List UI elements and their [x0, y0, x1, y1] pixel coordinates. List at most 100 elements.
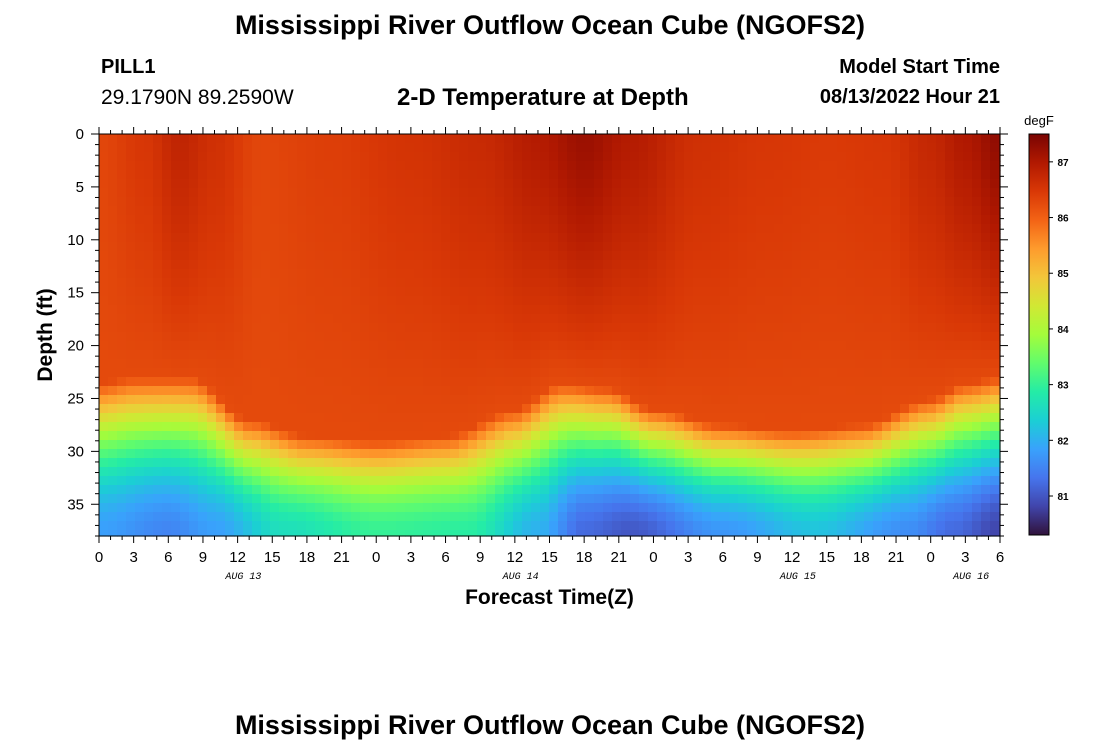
heatmap-cell: [387, 143, 397, 153]
heatmap-cell: [171, 404, 181, 414]
heatmap-cell: [423, 170, 433, 180]
x-tick-label: 0: [649, 549, 657, 566]
heatmap-cell: [693, 215, 703, 225]
heatmap-cell: [648, 512, 658, 522]
heatmap-cell: [261, 143, 271, 153]
heatmap-cell: [873, 287, 883, 297]
heatmap-cell: [117, 377, 127, 387]
heatmap-cell: [630, 251, 640, 261]
station-id: PILL1: [101, 56, 156, 78]
heatmap-cell: [189, 188, 199, 198]
heatmap-cell: [981, 215, 991, 225]
heatmap-cell: [810, 170, 820, 180]
heatmap-cell: [288, 503, 298, 513]
heatmap-cell: [666, 431, 676, 441]
heatmap-cell: [891, 494, 901, 504]
heatmap-cell: [855, 305, 865, 315]
heatmap-cell: [756, 350, 766, 360]
heatmap-cell: [513, 467, 523, 477]
heatmap-cell: [504, 422, 514, 432]
heatmap-cell: [693, 278, 703, 288]
heatmap-cell: [684, 152, 694, 162]
heatmap-cell: [306, 359, 316, 369]
heatmap-cell: [414, 224, 424, 234]
heatmap-cell: [711, 476, 721, 486]
heatmap-cell: [144, 242, 154, 252]
chart-title: Mississippi River Outflow Ocean Cube (NG…: [234, 10, 866, 40]
heatmap-cell: [324, 287, 334, 297]
heatmap-cell: [144, 287, 154, 297]
heatmap-cell: [324, 359, 334, 369]
heatmap-cell: [954, 521, 964, 531]
x-tick-label: 0: [372, 549, 380, 566]
heatmap-cell: [387, 485, 397, 495]
heatmap-cell: [567, 350, 577, 360]
heatmap-cell: [495, 413, 505, 423]
heatmap-cell: [171, 287, 181, 297]
heatmap-cell: [837, 440, 847, 450]
heatmap-cell: [540, 530, 550, 537]
heatmap-cell: [234, 296, 244, 306]
heatmap-cell: [639, 521, 649, 531]
heatmap-cell: [639, 377, 649, 387]
heatmap-cell: [396, 305, 406, 315]
heatmap-cell: [252, 404, 262, 414]
heatmap-cell: [828, 287, 838, 297]
heatmap-cell: [693, 341, 703, 351]
heatmap-cell: [234, 332, 244, 342]
heatmap-cell: [585, 341, 595, 351]
heatmap-cell: [774, 503, 784, 513]
heatmap-cell: [900, 458, 910, 468]
heatmap-cell: [864, 485, 874, 495]
heatmap-cell: [801, 512, 811, 522]
heatmap-cell: [351, 503, 361, 513]
heatmap-cell: [360, 143, 370, 153]
heatmap-cell: [180, 359, 190, 369]
heatmap-cell: [720, 179, 730, 189]
heatmap-cell: [675, 305, 685, 315]
heatmap-cell: [189, 413, 199, 423]
heatmap-cell: [711, 530, 721, 537]
heatmap-cell: [405, 143, 415, 153]
heatmap-cell: [558, 512, 568, 522]
heatmap-cell: [117, 404, 127, 414]
heatmap-cell: [504, 485, 514, 495]
heatmap-cell: [765, 287, 775, 297]
heatmap-cell: [549, 521, 559, 531]
heatmap-cell: [693, 242, 703, 252]
heatmap-cell: [594, 260, 604, 270]
heatmap-cell: [270, 521, 280, 531]
heatmap-cell: [315, 512, 325, 522]
heatmap-cell: [459, 530, 469, 537]
heatmap-cell: [171, 278, 181, 288]
heatmap-cell: [954, 152, 964, 162]
heatmap-cell: [792, 161, 802, 171]
heatmap-cell: [918, 161, 928, 171]
heatmap-cell: [630, 242, 640, 252]
heatmap-cell: [261, 467, 271, 477]
heatmap-cell: [630, 449, 640, 459]
heatmap-cell: [666, 260, 676, 270]
heatmap-cell: [918, 323, 928, 333]
heatmap-cell: [837, 422, 847, 432]
heatmap-cell: [747, 530, 757, 537]
heatmap-cell: [387, 161, 397, 171]
heatmap-cell: [477, 467, 487, 477]
heatmap-cell: [198, 386, 208, 396]
heatmap-cell: [288, 170, 298, 180]
heatmap-cell: [513, 215, 523, 225]
heatmap-cell: [684, 341, 694, 351]
heatmap-cell: [855, 278, 865, 288]
heatmap-cell: [801, 224, 811, 234]
heatmap-cell: [207, 215, 217, 225]
heatmap-cell: [297, 197, 307, 207]
heatmap-cell: [738, 359, 748, 369]
heatmap-cell: [576, 413, 586, 423]
heatmap-cell: [666, 197, 676, 207]
heatmap-cell: [315, 287, 325, 297]
heatmap-cell: [666, 404, 676, 414]
heatmap-cell: [324, 134, 334, 144]
heatmap-cell: [981, 458, 991, 468]
heatmap-cell: [117, 278, 127, 288]
heatmap-cell: [837, 314, 847, 324]
